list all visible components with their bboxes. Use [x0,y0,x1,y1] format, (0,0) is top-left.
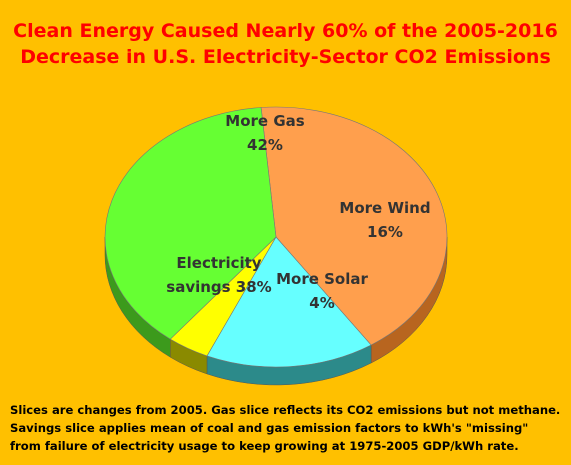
chart-title-line-2: Decrease in U.S. Electricity-Sector CO2 … [20,46,551,68]
pie-slice-label-2-1: 4% [309,294,334,312]
pie-slice-label-3-0: Electricity [176,254,261,272]
footnote-line-2: Savings slice applies mean of coal and g… [10,421,529,435]
pie-slice-3 [104,107,277,340]
pie-slice-label-2-0: More Solar [276,270,368,288]
pie-slice-1 [206,236,372,368]
pie-slice-label-3-1: savings 38% [166,278,271,296]
pie-slice-label-1-0: More Wind [339,199,430,217]
pie-slice-label-0-0: More Gas [225,112,304,130]
pie-slice-label-1-1: 16% [367,223,403,241]
pie-slice-0 [260,106,448,346]
footnote-line-3: from failure of electricity usage to kee… [10,439,519,453]
pie-slice-label-0-1: 42% [247,136,283,154]
chart-title-line-1: Clean Energy Caused Nearly 60% of the 20… [13,20,558,42]
footnote-line-1: Slices are changes from 2005. Gas slice … [10,403,561,417]
